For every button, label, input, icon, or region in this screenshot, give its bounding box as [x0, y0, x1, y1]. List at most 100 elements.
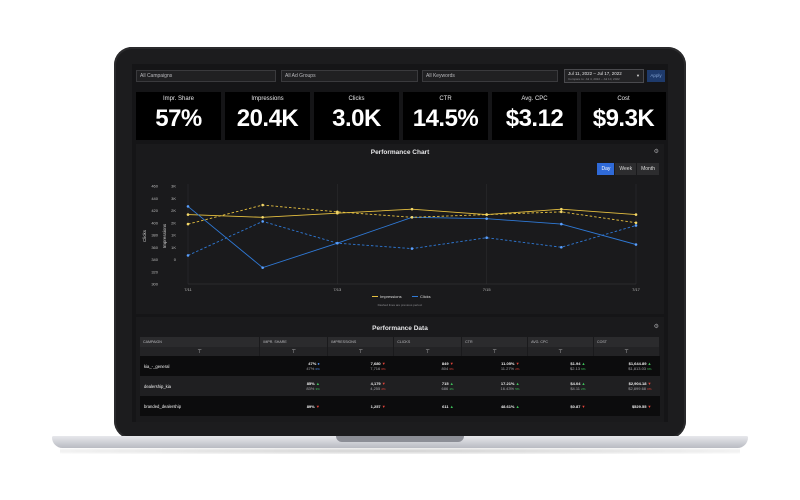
data-point	[261, 203, 264, 207]
granularity-week-button[interactable]: Week	[615, 163, 638, 175]
table-row[interactable]: kia_-_general 47% ● 47% 0% 7,680 ▼ 7,716 0% 8…	[140, 356, 660, 376]
trend-down-icon: ▼	[380, 403, 386, 409]
metric-value: 7,680	[370, 361, 381, 366]
metric-cell: $1.94 ▲ $2.13 9%	[527, 356, 594, 376]
filter-icon[interactable]: ⊤	[140, 347, 261, 356]
data-point	[485, 213, 488, 216]
previous-value: $2.13	[570, 366, 581, 371]
previous-value: 16.43%	[500, 386, 515, 391]
data-point	[261, 216, 264, 219]
metric-value: 715	[441, 381, 449, 386]
table-settings-icon[interactable]: ⚙	[653, 324, 659, 330]
column-header[interactable]: AVG. CPC	[527, 337, 594, 347]
metric-value: 11.05%	[501, 361, 515, 366]
previous-value: $4.11	[570, 386, 581, 391]
filter-icon[interactable]: ⊤	[461, 347, 529, 356]
granularity-day-button[interactable]: Day	[597, 163, 616, 175]
kpi-card-cost: Cost $9.3K	[581, 92, 666, 140]
metric-value: 4,179	[370, 381, 381, 386]
trend-up-icon: ▲	[448, 381, 454, 386]
kpi-value: 20.4K	[236, 105, 299, 132]
column-header[interactable]: CAMPAIGN	[140, 337, 261, 347]
x-tick-label: 7/17	[632, 287, 641, 292]
kpi-value: 14.5%	[412, 105, 479, 132]
data-point	[261, 266, 264, 269]
previous-value: 686	[441, 386, 449, 391]
change-percent: 4%	[449, 387, 454, 391]
performance-line-chart: 7/11 7/13 7/15 7/17 460 440 420 400 380 360 340 320…	[142, 184, 641, 308]
data-point	[186, 254, 190, 257]
metric-value: 17.21%	[500, 381, 515, 386]
filter-icon[interactable]: ⊤	[259, 347, 329, 356]
table-row[interactable]: branded_dealership 89% ▼ 1,257 ▼ 611 ▲ 48.61…	[140, 396, 660, 416]
change-percent: 6%	[449, 367, 454, 371]
kpi-label: Clicks	[348, 96, 365, 102]
kpi-label: CTR	[439, 96, 452, 102]
date-range-label: Jul 11, 2022 – Jul 17, 2022	[568, 71, 622, 76]
column-header[interactable]: CTR	[461, 337, 529, 347]
data-point	[634, 221, 638, 225]
gear-icon[interactable]: ⚙	[653, 149, 659, 155]
column-header[interactable]: CLICKS	[393, 337, 463, 347]
performance-data-panel: Performance Data ⚙ CAMPAIGN IMPR. SHARE …	[136, 317, 664, 422]
campaign-name: branded_dealership	[140, 396, 260, 416]
metric-cell: 1,257 ▼	[327, 396, 394, 416]
apply-button[interactable]: Apply	[647, 70, 665, 82]
metric-value: 47%	[308, 361, 317, 366]
previous-value: $2,899.68	[628, 386, 647, 391]
filter-icon[interactable]: ⊤	[393, 347, 463, 356]
dashboard-screen: All Campaigns All Ad Groups All Keywords…	[132, 64, 668, 422]
kpi-row: Impr. Share 57% Impressions 20.4K Clicks…	[136, 92, 666, 140]
data-point	[261, 220, 264, 223]
filter-icon[interactable]: ⊤	[593, 347, 660, 356]
column-header[interactable]: IMPRESSIONS	[327, 337, 395, 347]
column-header[interactable]: COST	[593, 337, 660, 347]
date-range-picker[interactable]: Jul 11, 2022 – Jul 17, 2022 Compare to: …	[564, 69, 644, 83]
column-header[interactable]: IMPR. SHARE	[259, 337, 329, 347]
trend-down-icon: ▼	[580, 403, 586, 409]
trend-up-icon: ▲	[580, 381, 586, 386]
laptop-notch	[336, 436, 464, 442]
metric-value: $0.87	[570, 403, 581, 409]
table-row[interactable]: dealership_kia 85% ▲ 83% 3% 4,179 ▼ 4,255 2%…	[140, 376, 660, 396]
data-point	[634, 224, 638, 227]
filter-icon[interactable]: ⊤	[327, 347, 395, 356]
change-percent: 9%	[581, 367, 586, 371]
legend-item-clicks: Clicks	[420, 294, 431, 299]
data-point	[560, 210, 563, 214]
left-axis-tick: 320	[151, 269, 158, 274]
trend-down-icon: ▼	[448, 361, 454, 366]
metric-value: 89%	[306, 403, 315, 409]
trend-neutral-icon: ●	[316, 361, 320, 366]
kpi-value: 3.0K	[332, 105, 381, 132]
ad-group-filter[interactable]: All Ad Groups	[281, 70, 418, 82]
kpi-value: $9.3K	[592, 105, 655, 132]
y-axis-label-impressions: Impressions	[162, 223, 167, 248]
metric-cell: 47% ● 47% 0%	[259, 356, 328, 376]
granularity-month-button[interactable]: Month	[637, 163, 660, 175]
data-point	[410, 216, 414, 219]
previous-value: 804	[441, 366, 449, 371]
granularity-toggle: Day Week Month	[597, 163, 660, 175]
change-percent: 2%	[515, 367, 520, 371]
left-axis-tick: 400	[151, 220, 158, 225]
trend-up-icon: ▲	[514, 381, 520, 386]
campaign-filter[interactable]: All Campaigns	[136, 70, 276, 82]
metric-cell: 715 ▲ 686 4%	[393, 376, 462, 396]
data-point	[560, 245, 563, 249]
metric-cell: 4,179 ▼ 4,255 2%	[327, 376, 394, 396]
laptop-base	[52, 436, 748, 448]
metric-cell: 17.21% ▲ 16.43% 5%	[461, 376, 528, 396]
data-point	[410, 247, 414, 250]
change-percent: 5%	[515, 387, 520, 391]
change-percent: 2%	[381, 387, 386, 391]
left-axis-tick: 380	[151, 233, 158, 238]
data-point	[634, 213, 638, 216]
keyword-filter[interactable]: All Keywords	[422, 70, 558, 82]
change-percent: 0%	[381, 367, 386, 371]
metric-cell: 611 ▲	[393, 396, 462, 416]
chart-title: Performance Chart	[370, 149, 430, 156]
filter-icon[interactable]: ⊤	[527, 347, 594, 356]
x-tick-label: 7/15	[483, 287, 492, 292]
kpi-label: Cost	[617, 96, 630, 102]
